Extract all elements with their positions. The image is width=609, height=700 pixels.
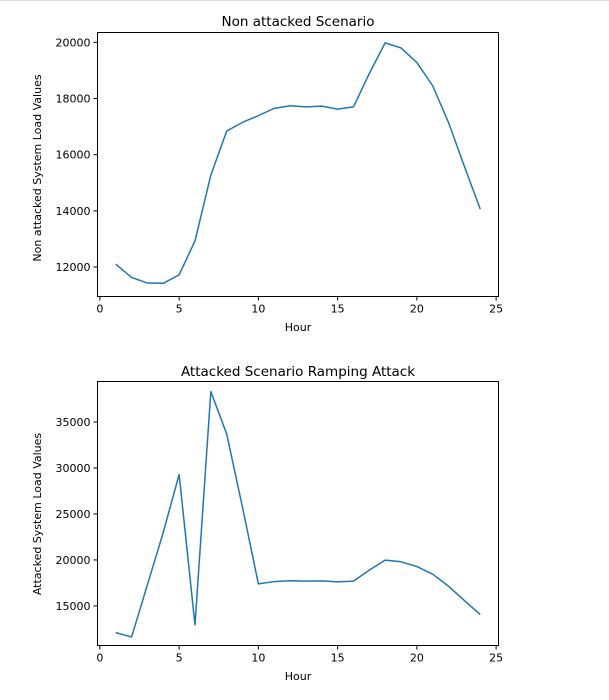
y-tick-label: 35000	[56, 416, 91, 429]
y-axis-label: Attacked System Load Values	[31, 433, 44, 596]
y-tick-label: 16000	[56, 149, 91, 162]
x-tick-label: 10	[251, 652, 265, 665]
y-tick-label: 25000	[56, 508, 91, 521]
x-tick-label: 25	[489, 652, 503, 665]
data-line	[115, 390, 481, 638]
y-tick-label: 18000	[56, 93, 91, 106]
data-point-group	[115, 391, 481, 637]
x-tick-label: 0	[96, 652, 103, 665]
top-divider	[0, 0, 609, 1]
x-tick-label: 5	[176, 652, 183, 665]
x-axis-label: Hour	[285, 321, 312, 334]
data-point-group	[115, 42, 481, 284]
y-tick-label: 30000	[56, 462, 91, 475]
chart-attacked-ramping: Attacked Scenario Ramping Attack Hour At…	[31, 364, 503, 683]
tick-group: 0 5 10 15 20 25 15000 20000 25000 30000 35000	[56, 416, 504, 665]
plot-area-2	[97, 381, 499, 646]
chart-title: Attacked Scenario Ramping Attack	[181, 364, 415, 380]
y-tick-label: 14000	[56, 205, 91, 218]
x-tick-label: 15	[331, 652, 345, 665]
x-axis-label: Hour	[285, 670, 312, 683]
data-line	[115, 42, 481, 285]
x-tick-label: 20	[410, 303, 424, 316]
plot-area-1	[97, 32, 499, 297]
y-tick-label: 12000	[56, 261, 91, 274]
y-tick-label: 15000	[56, 600, 91, 613]
x-tick-label: 10	[251, 303, 265, 316]
x-tick-label: 15	[331, 303, 345, 316]
x-tick-label: 25	[489, 303, 503, 316]
y-tick-label: 20000	[56, 36, 91, 49]
y-tick-label: 20000	[56, 554, 91, 567]
x-tick-label: 0	[96, 303, 103, 316]
x-tick-label: 5	[176, 303, 183, 316]
chart-non-attacked: Non attacked Scenario Hour Non attacked …	[31, 14, 503, 334]
tick-group: 0 5 10 15 20 25 12000 14000 16000 18000 20000	[56, 36, 504, 315]
x-tick-label: 20	[410, 652, 424, 665]
y-axis-label: Non attacked System Load Values	[31, 74, 44, 261]
chart-title: Non attacked Scenario	[222, 14, 375, 30]
